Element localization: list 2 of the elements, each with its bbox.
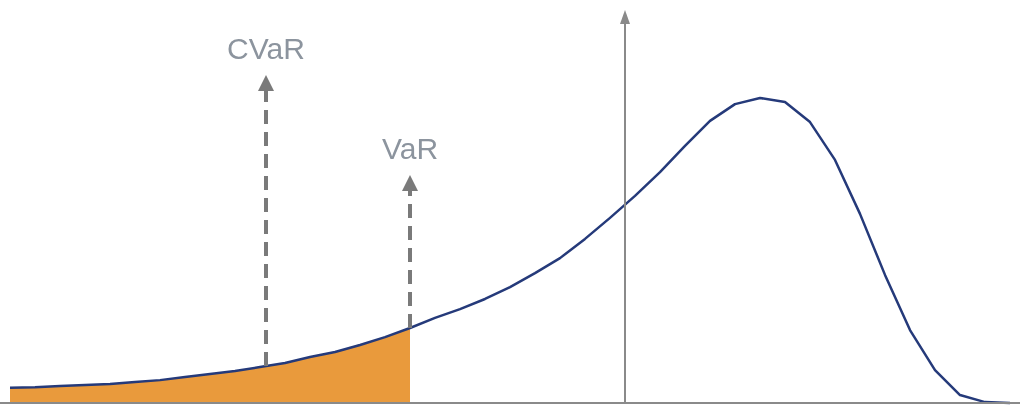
text: CVaR [227,32,305,65]
annotation: VaR [381,132,439,165]
